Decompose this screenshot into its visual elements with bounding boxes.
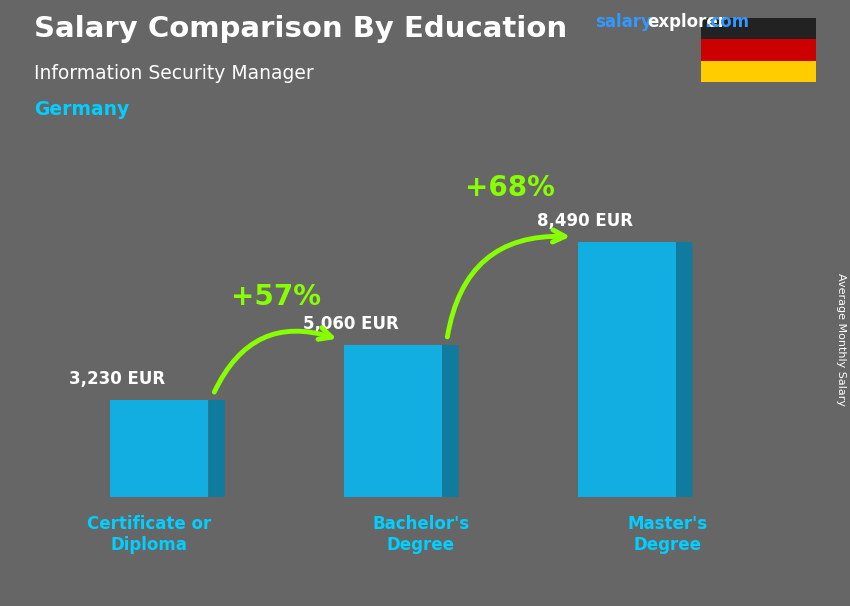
Polygon shape <box>578 242 676 497</box>
Polygon shape <box>442 345 459 497</box>
Text: explorer: explorer <box>648 13 727 32</box>
Polygon shape <box>208 400 224 497</box>
Polygon shape <box>344 345 442 497</box>
Text: Master's
Degree: Master's Degree <box>627 515 707 554</box>
Text: Bachelor's
Degree: Bachelor's Degree <box>372 515 469 554</box>
Text: Certificate or
Diploma: Certificate or Diploma <box>87 515 211 554</box>
Text: Germany: Germany <box>34 100 129 119</box>
Text: Average Monthly Salary: Average Monthly Salary <box>836 273 846 406</box>
Text: +57%: +57% <box>231 283 321 311</box>
Text: .com: .com <box>704 13 749 32</box>
Text: salary: salary <box>595 13 652 32</box>
Text: +68%: +68% <box>465 174 555 202</box>
Polygon shape <box>701 61 816 82</box>
Polygon shape <box>701 39 816 61</box>
Text: 8,490 EUR: 8,490 EUR <box>537 212 632 230</box>
Text: 5,060 EUR: 5,060 EUR <box>303 315 399 333</box>
Polygon shape <box>676 242 692 497</box>
Polygon shape <box>701 18 816 39</box>
Polygon shape <box>110 400 208 497</box>
Text: Salary Comparison By Education: Salary Comparison By Education <box>34 15 567 43</box>
Text: Information Security Manager: Information Security Manager <box>34 64 314 82</box>
Text: 3,230 EUR: 3,230 EUR <box>69 370 166 388</box>
